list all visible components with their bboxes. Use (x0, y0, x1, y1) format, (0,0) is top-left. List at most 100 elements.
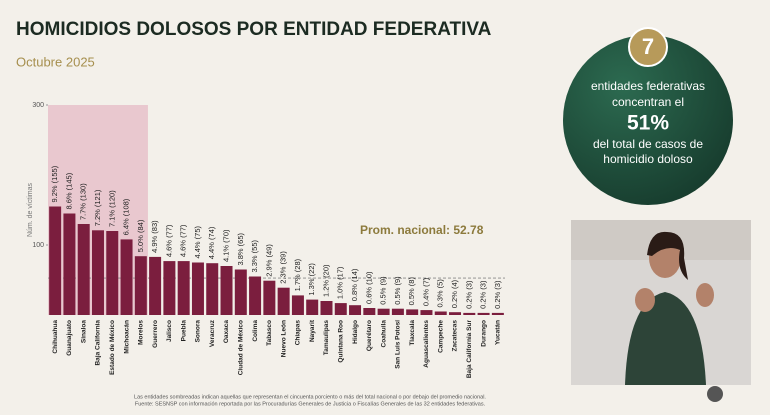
chart-title: HOMICIDIOS DOLOSOS POR ENTIDAD FEDERATIV… (16, 19, 492, 40)
value-label: 0.6% (10) (364, 271, 373, 304)
x-tick-label: Sinaloa (80, 320, 87, 344)
bar (249, 276, 262, 315)
value-label: 1.0% (17) (336, 266, 345, 299)
y-tick-label: 100 (32, 242, 44, 249)
x-tick-label: Colima (252, 320, 259, 342)
footnote: Fuente: SESNSP con información reportada… (135, 401, 486, 407)
value-label: 5.0% (84) (136, 219, 145, 252)
chart-subtitle: Octubre 2025 (16, 54, 95, 69)
bar (63, 213, 76, 315)
value-label: 4.4% (74) (207, 226, 216, 259)
x-tick-label: Michoacán (123, 320, 130, 354)
interpreter-video (571, 220, 751, 385)
bar (206, 263, 219, 315)
x-tick-label: Coahuila (380, 320, 387, 348)
value-label: 7.2% (121) (93, 189, 102, 226)
x-tick-label: Durango (480, 320, 487, 347)
x-tick-label: Guerrero (152, 320, 159, 348)
x-tick-label: Nuevo León (280, 320, 287, 357)
bar (106, 231, 119, 315)
x-tick-label: Zacatecas (452, 320, 459, 352)
x-tick-label: Tabasco (266, 320, 273, 346)
x-tick-label: San Luis Potosí (395, 320, 402, 369)
value-label: 0.2% (3) (493, 280, 502, 309)
value-label: 8.6% (145) (64, 172, 73, 209)
value-label: 4.1% (70) (222, 229, 231, 262)
x-tick-label: Ciudad de México (238, 320, 245, 375)
x-tick-label: Jalisco (166, 320, 173, 342)
value-label: 7.1% (120) (107, 190, 116, 227)
x-tick-label: Aguascalientes (423, 320, 430, 368)
fullscreen-button[interactable] (707, 386, 723, 402)
bar (163, 261, 176, 315)
value-label: 0.3% (5) (436, 279, 445, 308)
bar (491, 312, 504, 315)
value-label: 3.8% (65) (236, 232, 245, 265)
x-tick-label: Quintana Roo (337, 320, 344, 363)
x-tick-label: Chiapas (295, 320, 302, 346)
value-label: 0.2% (3) (479, 280, 488, 309)
value-label: 4.4% (75) (193, 225, 202, 258)
bar (77, 224, 90, 315)
bar (391, 308, 404, 315)
value-label: 2.9% (49) (264, 244, 273, 277)
value-label: 1.2% (20) (321, 264, 330, 297)
bar (149, 256, 162, 315)
value-label: 4.6% (77) (164, 224, 173, 257)
x-tick-label: Puebla (180, 320, 187, 342)
bar (449, 312, 462, 315)
bar (91, 230, 104, 315)
value-label: 0.5% (9) (393, 276, 402, 305)
bar (49, 206, 62, 315)
bar (463, 312, 476, 315)
summary-text: homicidio doloso (603, 152, 693, 166)
value-label: 0.5% (8) (407, 277, 416, 306)
summary-text: del total de casos de (593, 137, 703, 151)
summary-percent: 51% (627, 112, 669, 135)
x-tick-label: Chihuahua (52, 320, 59, 354)
bar (406, 309, 419, 315)
value-label: 6.4% (108) (122, 198, 131, 235)
bar (363, 308, 376, 315)
x-tick-label: Tamaulipas (323, 320, 330, 356)
plot: 100 300 Prom. nacional: 52.78 9.2% (155) Chi… (32, 102, 505, 378)
value-label: 4.9% (83) (150, 220, 159, 253)
bar (477, 312, 490, 315)
bar (291, 295, 304, 315)
summary-text: concentran el (612, 95, 684, 109)
value-label: 2.3% (39) (279, 251, 288, 284)
value-label: 9.2% (155) (50, 165, 59, 202)
average-label: Prom. nacional: 52.78 (360, 223, 484, 237)
bar (191, 262, 204, 315)
bar (306, 299, 319, 315)
bar (277, 287, 290, 315)
value-label: 3.3% (55) (250, 239, 259, 272)
x-tick-label: Baja California (95, 320, 102, 366)
bar (220, 266, 233, 315)
x-tick-label: Sonora (195, 320, 202, 343)
bar (320, 301, 333, 315)
x-tick-label: Morelos (138, 320, 145, 345)
x-tick-label: Veracruz (209, 319, 216, 347)
value-label: 0.2% (4) (450, 279, 459, 308)
x-tick-label: Nayarit (309, 319, 316, 342)
count-badge (628, 27, 668, 67)
value-label: 0.4% (7) (421, 277, 430, 306)
value-label: 1.7% (28) (293, 258, 302, 291)
y-axis-label: Núm. de víctimas (27, 182, 34, 237)
bar (120, 239, 133, 315)
x-tick-label: Querétaro (366, 320, 373, 351)
value-label: 0.5% (9) (379, 276, 388, 305)
value-label: 7.7% (130) (79, 183, 88, 220)
bar (377, 308, 390, 315)
value-label: 0.2% (3) (464, 280, 473, 309)
bar (177, 261, 190, 315)
bar (434, 311, 447, 315)
x-tick-label: Estado de México (109, 320, 116, 375)
bar (263, 280, 276, 315)
bar (334, 303, 347, 315)
value-label: 1.3% (22) (307, 263, 316, 296)
y-tick-label: 300 (32, 102, 44, 109)
value-label: 0.8% (14) (350, 268, 359, 301)
